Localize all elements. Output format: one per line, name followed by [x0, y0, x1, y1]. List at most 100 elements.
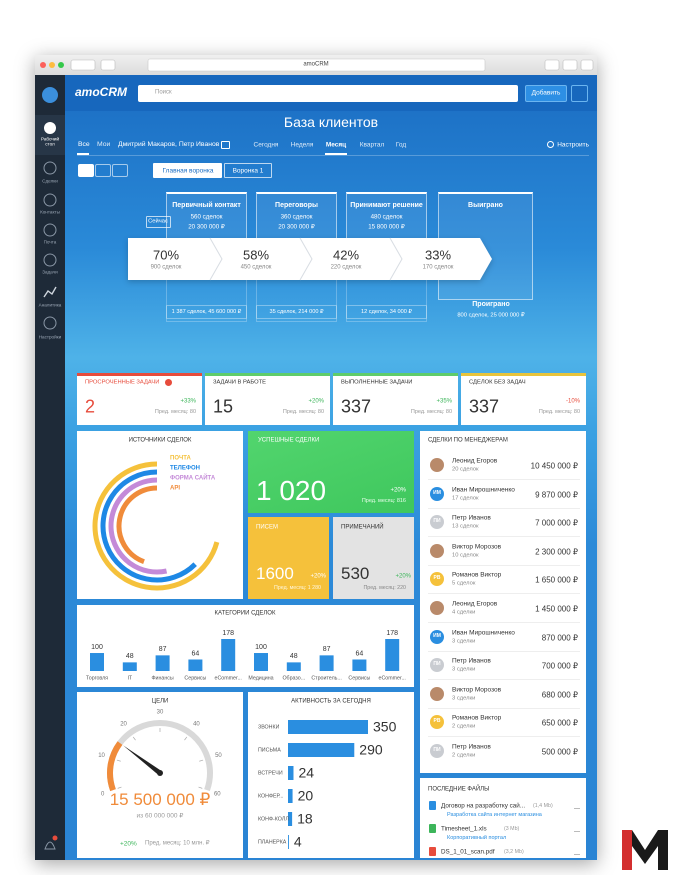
period-filter[interactable]: Месяц [325, 141, 347, 149]
category-label: IT [127, 675, 132, 681]
sidebar-label[interactable]: Почта [43, 239, 57, 245]
category-label: Сервисы [348, 675, 370, 681]
address-bar[interactable] [147, 58, 486, 72]
stat-title: ВЫПОЛНЕННЫЕ ЗАДАЧИ [341, 379, 413, 386]
bar [122, 662, 137, 671]
desk-icon[interactable] [44, 122, 56, 134]
stage-column [166, 240, 247, 322]
stat-change: -10% [565, 398, 580, 405]
user-filter[interactable]: Мои [97, 141, 111, 149]
band-divider [209, 237, 223, 281]
manager-amount: 9 870 000 ₽ [535, 490, 578, 499]
avatar [430, 458, 444, 472]
add-button-bg[interactable] [525, 85, 567, 102]
sidebar-label[interactable]: Задачи [42, 269, 58, 275]
stat-value: 15 [213, 396, 234, 417]
file-project[interactable]: Разработка сайта интернет магазина [447, 811, 542, 818]
url-text: amoCRM [303, 61, 329, 68]
total-box [256, 305, 337, 319]
sidebar-label[interactable]: Сделки [42, 178, 58, 184]
gauge-tick-label: 50 [215, 753, 222, 759]
view-toggle[interactable] [95, 164, 111, 177]
stage-deals: 560 сделок [190, 213, 223, 221]
mail-icon[interactable] [43, 223, 57, 237]
settings-link[interactable]: Настроить [557, 141, 589, 149]
sidebar-button[interactable] [100, 59, 116, 71]
success-change: +20% [390, 487, 406, 494]
file-name[interactable]: DS_1_01_scan.pdf [441, 848, 495, 856]
sidebar-label[interactable]: Аналитика [38, 302, 62, 308]
gauge-tick-label: 60 [214, 791, 221, 797]
goal-target: из 60 000 000 ₽ [136, 812, 184, 820]
widget-title: ПИСЕМ [256, 524, 278, 531]
toolbar-controls [40, 58, 594, 72]
avatar [430, 486, 444, 501]
bar [288, 720, 368, 734]
logo-icon [42, 87, 58, 103]
notes-change: +20% [395, 573, 411, 580]
share-button[interactable] [544, 59, 560, 71]
row-divider [428, 650, 580, 652]
file-name[interactable]: Timesheet_1.xls [441, 825, 487, 833]
file-name[interactable]: Договор на разработку сай... [441, 802, 526, 810]
funnel-tab-label[interactable]: Главная воронка [162, 167, 214, 175]
funnel-tab-label[interactable]: Воронка 1 [232, 167, 264, 175]
nav-buttons[interactable] [70, 59, 96, 71]
lost-label: Проиграно [472, 300, 510, 308]
period-filter[interactable]: Квартал [359, 141, 385, 149]
view-toggle[interactable] [78, 164, 94, 177]
close-dot[interactable] [40, 62, 46, 68]
tabs-button[interactable] [562, 59, 578, 71]
view-toggle[interactable] [112, 164, 128, 177]
minimize-dot[interactable] [49, 62, 55, 68]
manager-name: Петр Иванов [452, 657, 491, 665]
bar [352, 659, 367, 671]
new-tab-button[interactable] [580, 59, 594, 71]
source-arc [100, 469, 197, 583]
clock-button[interactable] [571, 85, 588, 102]
value-label: 178 [222, 630, 234, 637]
file-size: (3,2 Mb) [504, 848, 524, 855]
sidebar-label[interactable]: Контакты [40, 209, 60, 215]
period-filter[interactable]: Неделя [290, 141, 314, 149]
funnel-tab[interactable] [224, 163, 272, 178]
download-icon[interactable] [574, 825, 580, 832]
avatar [430, 543, 444, 558]
user-filter[interactable]: Все [78, 141, 90, 149]
contacts-icon[interactable] [43, 193, 57, 207]
bar [288, 766, 294, 780]
file-project[interactable]: Корпоративный портал [447, 834, 507, 841]
category-label: Сервисы [184, 675, 206, 681]
manager-amount: 500 000 ₽ [541, 747, 578, 757]
bar [385, 639, 400, 671]
user-filter-icon[interactable] [221, 141, 230, 149]
download-icon[interactable] [574, 802, 580, 809]
analytics-icon[interactable] [43, 286, 57, 298]
settings-icon[interactable] [547, 141, 554, 148]
funnel-tab[interactable] [153, 163, 222, 178]
maximize-dot[interactable] [58, 62, 64, 68]
stat-previous: Пред. месяц: 80 [410, 408, 452, 415]
manager-amount: 1 450 000 ₽ [535, 604, 578, 614]
add-button[interactable]: Добавить [531, 89, 561, 97]
settings-icon[interactable] [43, 316, 57, 330]
download-icon[interactable] [574, 848, 580, 855]
row-divider [428, 536, 580, 538]
deals-icon[interactable] [43, 161, 57, 175]
value-label: 290 [359, 742, 383, 758]
period-filter[interactable]: Год [395, 141, 407, 149]
gauge-tick-label: 20 [120, 722, 127, 728]
sidebar-label[interactable]: Настройки [38, 334, 62, 340]
manager-deals: 5 сделок [452, 581, 476, 588]
bell-icon[interactable] [44, 841, 56, 850]
manager-amount: 680 000 ₽ [541, 690, 578, 700]
search-box[interactable] [138, 85, 518, 102]
category-label: КОНФ-КОЛЛ [258, 816, 289, 822]
period-filter[interactable]: Сегодня [253, 141, 279, 149]
active-user-underline [77, 153, 89, 155]
user-filter[interactable]: Дмитрий Макаров, Петр Иванов [118, 141, 220, 149]
stage-name: Выиграно [468, 201, 503, 209]
manager-deals: 3 сделки [452, 666, 476, 673]
sidebar-label[interactable]: Рабочий стол [40, 136, 60, 147]
tasks-icon[interactable] [43, 253, 57, 267]
